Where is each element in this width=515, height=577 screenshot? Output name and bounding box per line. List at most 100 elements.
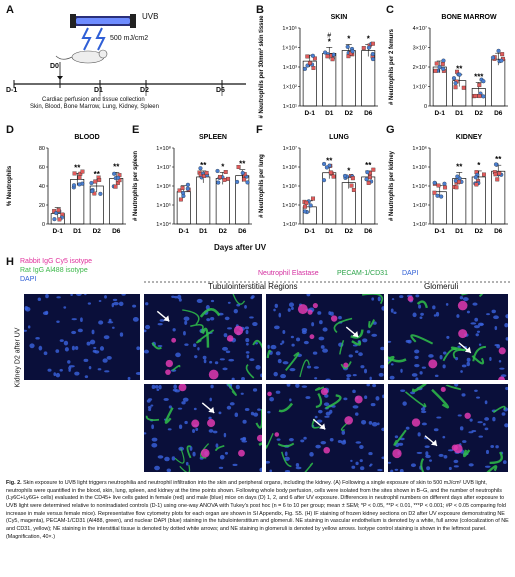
nucleus xyxy=(300,439,305,443)
nucleus xyxy=(355,461,359,466)
nucleus xyxy=(377,296,381,302)
micrograph-glomeruli-2 xyxy=(388,384,508,472)
pecam-signal xyxy=(258,442,262,447)
nucleus xyxy=(341,430,346,435)
nucleus xyxy=(29,343,35,349)
data-point-male xyxy=(496,48,501,53)
nucleus xyxy=(68,368,71,372)
y-tick-label: 60 xyxy=(39,165,45,171)
pecam-signal xyxy=(368,319,376,329)
data-point-female xyxy=(434,61,439,66)
collection-note: Cardiac perfusion and tissue collection xyxy=(42,97,145,103)
data-point-female xyxy=(223,170,228,174)
nucleus xyxy=(456,314,460,318)
nucleus xyxy=(417,432,421,437)
data-point-female xyxy=(368,175,372,180)
chart-title: SKIN xyxy=(331,14,348,21)
pecam-signal xyxy=(266,432,274,449)
data-point-male xyxy=(240,170,245,176)
data-point-female xyxy=(346,54,351,59)
nucleus xyxy=(436,416,442,419)
ne-signal xyxy=(274,432,280,437)
data-point-male xyxy=(323,50,328,55)
nucleus xyxy=(121,294,126,296)
nucleus xyxy=(269,397,275,402)
nucleus xyxy=(301,385,308,388)
pecam-signal xyxy=(486,465,498,472)
nucleus xyxy=(469,418,473,422)
data-point-female xyxy=(474,182,479,187)
row-label: Kidney D2 after UV xyxy=(14,327,22,388)
data-point-female xyxy=(304,200,309,205)
nucleus xyxy=(462,440,467,444)
nucleus xyxy=(305,396,311,399)
nucleus xyxy=(103,335,110,340)
nucleus xyxy=(329,438,334,442)
nucleus xyxy=(352,373,357,377)
panel-d-label: D xyxy=(6,124,14,136)
nucleus xyxy=(227,301,231,304)
significance-marker: ** xyxy=(365,161,372,170)
nucleus xyxy=(381,427,384,432)
nucleus xyxy=(145,302,149,306)
ne-signal xyxy=(323,446,331,454)
nucleus xyxy=(288,437,294,442)
nucleus xyxy=(175,352,181,358)
data-point-male xyxy=(490,55,496,60)
data-point-female xyxy=(325,54,330,59)
nucleus xyxy=(246,354,250,359)
nucleus xyxy=(182,397,189,402)
nucleus xyxy=(222,346,228,351)
y-tick-label: 1×10⁶ xyxy=(156,183,171,190)
data-point-male xyxy=(116,175,121,180)
nucleus xyxy=(433,314,437,317)
data-point-male xyxy=(216,180,221,185)
day-label-d1: D1 xyxy=(94,87,103,94)
nucleus xyxy=(412,312,417,318)
data-point-male xyxy=(235,179,240,184)
nucleus xyxy=(455,357,459,361)
ne-signal xyxy=(407,295,414,302)
pecam-signal xyxy=(445,384,462,391)
nucleus xyxy=(400,368,403,373)
chart-lung: LUNG # Neutrophils per lung 1×10⁷ 1×10⁶ 1×10… xyxy=(259,134,378,235)
nucleus xyxy=(77,328,83,333)
nucleus xyxy=(127,376,131,380)
nucleus xyxy=(286,384,291,387)
nucleus xyxy=(24,306,29,311)
nucleus xyxy=(414,349,420,354)
x-tick-label: D2 xyxy=(475,110,484,117)
data-point-female xyxy=(218,174,222,179)
nucleus xyxy=(214,361,219,365)
panel-b-label: B xyxy=(256,4,264,16)
x-tick-label: D2 xyxy=(93,228,102,235)
ne-signal xyxy=(238,449,245,457)
nucleus xyxy=(306,365,312,369)
nucleus xyxy=(241,440,248,443)
data-point-female xyxy=(454,185,459,190)
data-point-female xyxy=(482,172,486,177)
y-tick-label: 1×10⁷ xyxy=(157,164,171,171)
nucleus xyxy=(167,428,172,431)
day-label-d2: D2 xyxy=(140,87,149,94)
nucleus xyxy=(484,400,488,405)
pecam-signal xyxy=(199,308,221,318)
data-point-female xyxy=(72,171,77,176)
nucleus xyxy=(249,358,255,362)
nucleus xyxy=(484,465,491,468)
nucleus xyxy=(219,454,225,460)
nucleus xyxy=(414,355,419,360)
nucleus xyxy=(303,436,307,440)
data-point-female xyxy=(493,172,498,177)
nucleus xyxy=(245,351,250,354)
nucleus xyxy=(457,345,461,348)
y-tick-label: 1×10⁵ xyxy=(156,202,171,209)
nucleus xyxy=(313,366,319,369)
ne-signal xyxy=(343,362,349,368)
data-point-female xyxy=(177,188,182,193)
nucleus xyxy=(419,316,423,319)
nucleus xyxy=(484,417,490,421)
data-point-female xyxy=(78,171,83,176)
nucleus xyxy=(228,358,235,362)
x-tick-label: D2 xyxy=(345,110,354,117)
